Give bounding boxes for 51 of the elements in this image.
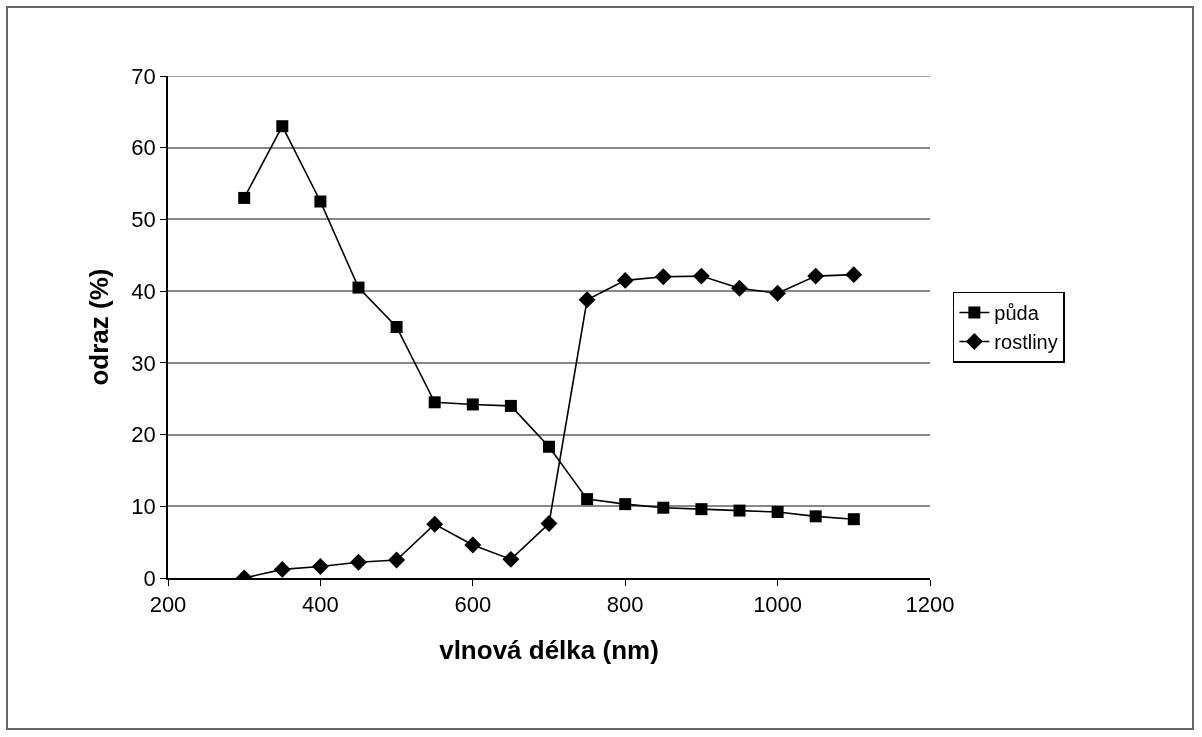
point (809, 510, 822, 523)
point (350, 553, 367, 571)
point (314, 195, 327, 208)
point (388, 551, 406, 569)
point (464, 536, 482, 554)
point (426, 515, 444, 533)
x-axis-title: vlnová délka (nm) (439, 635, 659, 666)
x-tick-label: 1000 (753, 592, 803, 618)
legend-label: půda (994, 302, 1040, 325)
point (845, 266, 863, 284)
point (578, 291, 596, 309)
x-tick-label: 200 (149, 592, 187, 618)
y-tick-label: 0 (143, 565, 156, 591)
point (695, 503, 708, 516)
y-tick-label: 50 (131, 207, 156, 233)
point (276, 120, 289, 133)
point (847, 513, 860, 526)
y-tick-label: 30 (131, 350, 156, 376)
point (731, 279, 748, 297)
point (502, 550, 520, 568)
x-tick-label: 400 (302, 592, 339, 618)
point (273, 560, 291, 578)
point (807, 267, 825, 285)
point (769, 284, 787, 302)
x-tick-label: 1200 (905, 592, 955, 618)
point (771, 506, 784, 519)
y-axis-title: odraz (%) (84, 268, 115, 386)
point (543, 440, 555, 453)
point (619, 498, 632, 511)
point (733, 504, 746, 517)
point (657, 501, 670, 514)
x-tick-label: 600 (454, 592, 492, 618)
y-tick-label: 20 (131, 422, 156, 448)
y-tick-label: 40 (131, 278, 156, 304)
point (238, 191, 251, 204)
point (311, 558, 329, 575)
point (428, 396, 441, 409)
y-tick-label: 60 (131, 135, 156, 161)
point (504, 399, 517, 412)
x-tick-label: 800 (606, 592, 644, 618)
point (540, 515, 558, 532)
point (581, 493, 594, 506)
point (352, 281, 365, 294)
y-tick-label: 10 (131, 493, 156, 519)
legend-label: rostliny (994, 331, 1058, 354)
y-tick-label: 70 (131, 63, 156, 89)
point (654, 268, 672, 286)
point (692, 267, 710, 285)
point (390, 321, 403, 333)
point (616, 271, 634, 289)
point (466, 398, 479, 411)
